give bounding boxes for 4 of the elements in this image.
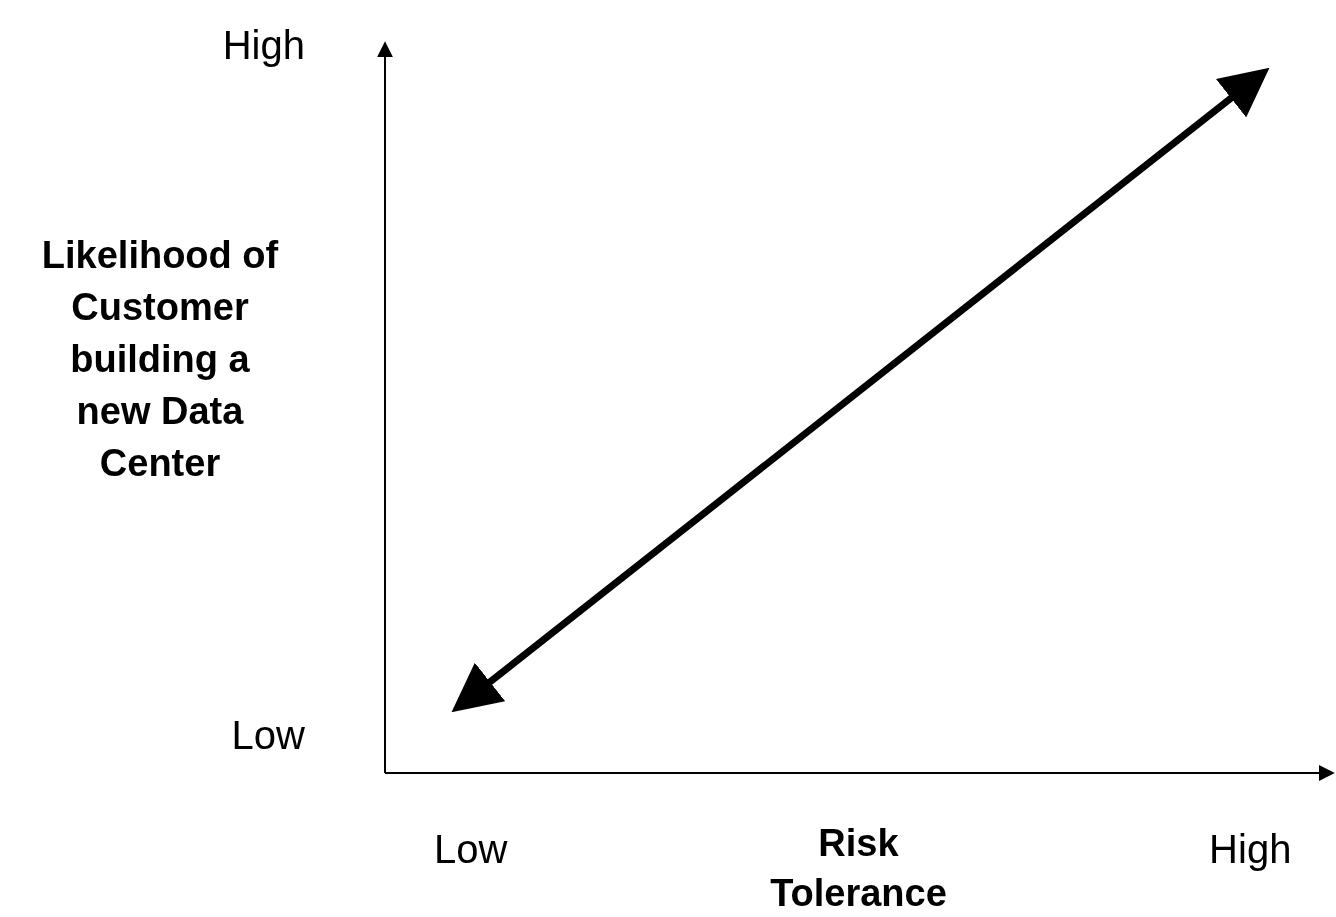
- text: High: [222, 23, 305, 67]
- y-axis-title: Likelihood of Customer building a new Data Center: [41, 234, 279, 484]
- x-axis-title: Risk Tolerance: [770, 822, 947, 914]
- text: Low: [231, 713, 306, 757]
